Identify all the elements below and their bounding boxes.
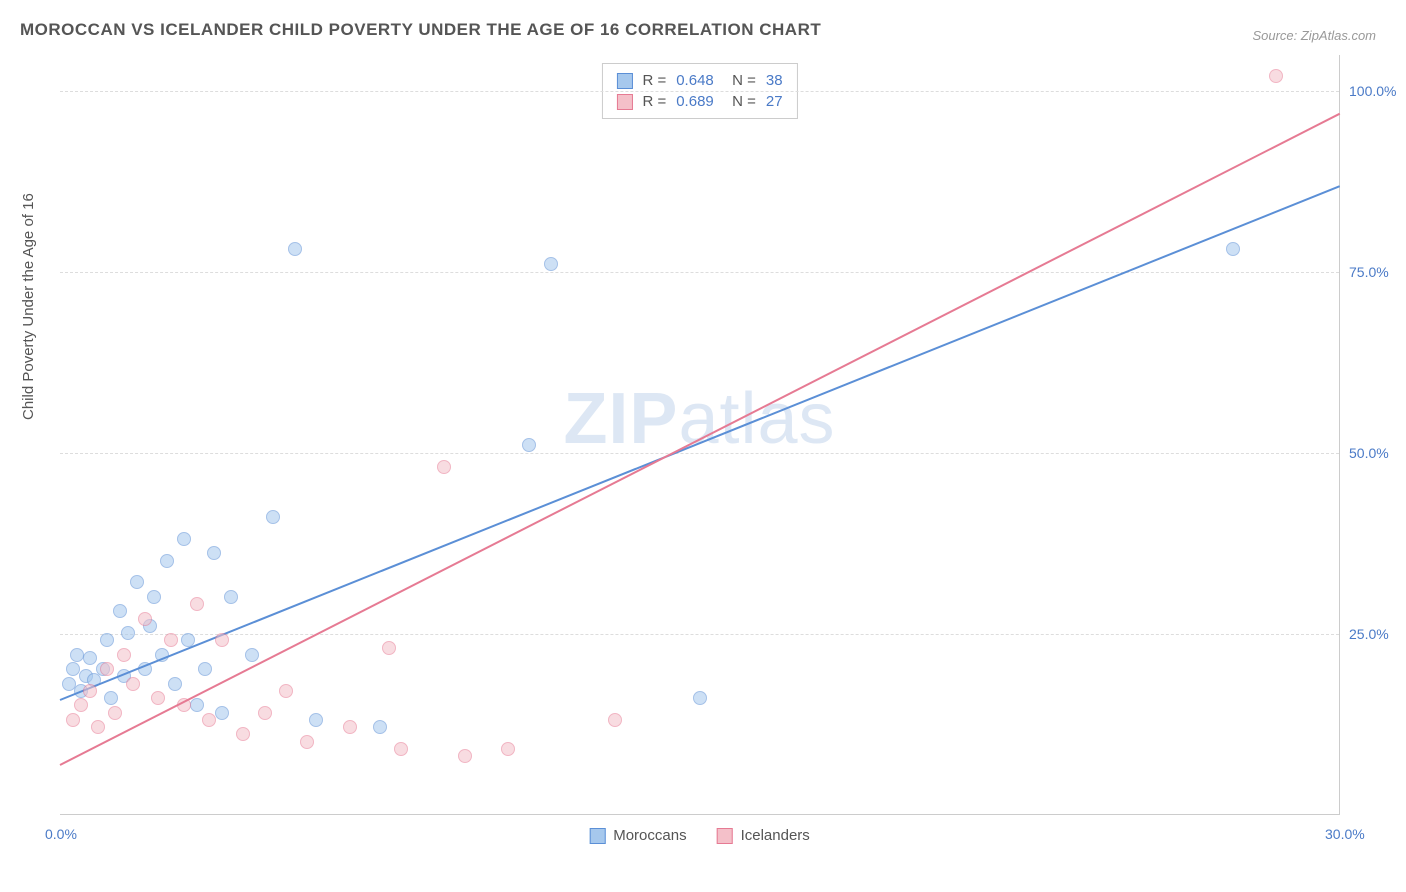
data-point (544, 257, 558, 271)
watermark-bold: ZIP (563, 379, 678, 459)
gridline (60, 453, 1339, 454)
y-axis-label: Child Poverty Under the Age of 16 (20, 193, 37, 420)
data-point (373, 720, 387, 734)
data-point (138, 612, 152, 626)
data-point (117, 648, 131, 662)
data-point (266, 510, 280, 524)
data-point (215, 633, 229, 647)
data-point (522, 438, 536, 452)
data-point (190, 597, 204, 611)
data-point (309, 713, 323, 727)
legend-label: Moroccans (613, 827, 686, 844)
r-label: R = (642, 72, 666, 89)
n-value-icelanders: 27 (766, 93, 783, 110)
legend-item-icelanders: Icelanders (717, 827, 810, 844)
data-point (62, 677, 76, 691)
data-point (288, 242, 302, 256)
data-point (104, 691, 118, 705)
data-point (147, 590, 161, 604)
gridline (60, 272, 1339, 273)
data-point (394, 742, 408, 756)
data-point (198, 662, 212, 676)
swatch-moroccans (589, 828, 605, 844)
chart-title: MOROCCAN VS ICELANDER CHILD POVERTY UNDE… (20, 20, 821, 40)
data-point (279, 684, 293, 698)
data-point (130, 575, 144, 589)
data-point (224, 590, 238, 604)
data-point (113, 604, 127, 618)
data-point (1269, 69, 1283, 83)
data-point (693, 691, 707, 705)
y-tick-label: 100.0% (1349, 83, 1406, 99)
data-point (215, 706, 229, 720)
legend-row-icelanders: R = 0.689 N = 27 (616, 91, 782, 112)
gridline (60, 91, 1339, 92)
legend-row-moroccans: R = 0.648 N = 38 (616, 70, 782, 91)
data-point (70, 648, 84, 662)
legend-item-moroccans: Moroccans (589, 827, 686, 844)
data-point (100, 633, 114, 647)
r-label: R = (642, 93, 666, 110)
data-point (258, 706, 272, 720)
data-point (177, 532, 191, 546)
y-tick-label: 75.0% (1349, 264, 1406, 280)
source-label: Source: ZipAtlas.com (1252, 28, 1376, 43)
data-point (458, 749, 472, 763)
swatch-icelanders (616, 94, 632, 110)
y-tick-label: 25.0% (1349, 626, 1406, 642)
swatch-icelanders (717, 828, 733, 844)
data-point (245, 648, 259, 662)
n-label: N = (724, 93, 756, 110)
data-point (100, 662, 114, 676)
data-point (74, 698, 88, 712)
swatch-moroccans (616, 73, 632, 89)
data-point (66, 713, 80, 727)
data-point (160, 554, 174, 568)
data-point (382, 641, 396, 655)
data-point (190, 698, 204, 712)
data-point (83, 651, 97, 665)
data-point (207, 546, 221, 560)
n-label: N = (724, 72, 756, 89)
data-point (202, 713, 216, 727)
r-value-icelanders: 0.689 (676, 93, 714, 110)
data-point (121, 626, 135, 640)
trend-line (60, 113, 1341, 766)
data-point (151, 691, 165, 705)
data-point (108, 706, 122, 720)
x-tick-label: 30.0% (1325, 826, 1365, 842)
data-point (126, 677, 140, 691)
data-point (437, 460, 451, 474)
data-point (501, 742, 515, 756)
data-point (83, 684, 97, 698)
data-point (1226, 242, 1240, 256)
n-value-moroccans: 38 (766, 72, 783, 89)
r-value-moroccans: 0.648 (676, 72, 714, 89)
data-point (236, 727, 250, 741)
data-point (168, 677, 182, 691)
y-tick-label: 50.0% (1349, 445, 1406, 461)
gridline (60, 634, 1339, 635)
data-point (608, 713, 622, 727)
legend-label: Icelanders (741, 827, 810, 844)
x-tick-label: 0.0% (45, 826, 77, 842)
plot-area: ZIPatlas R = 0.648 N = 38 R = 0.689 N = … (60, 55, 1340, 815)
series-legend: Moroccans Icelanders (589, 827, 810, 844)
data-point (66, 662, 80, 676)
data-point (91, 720, 105, 734)
data-point (343, 720, 357, 734)
data-point (164, 633, 178, 647)
data-point (300, 735, 314, 749)
trend-line (60, 185, 1341, 701)
